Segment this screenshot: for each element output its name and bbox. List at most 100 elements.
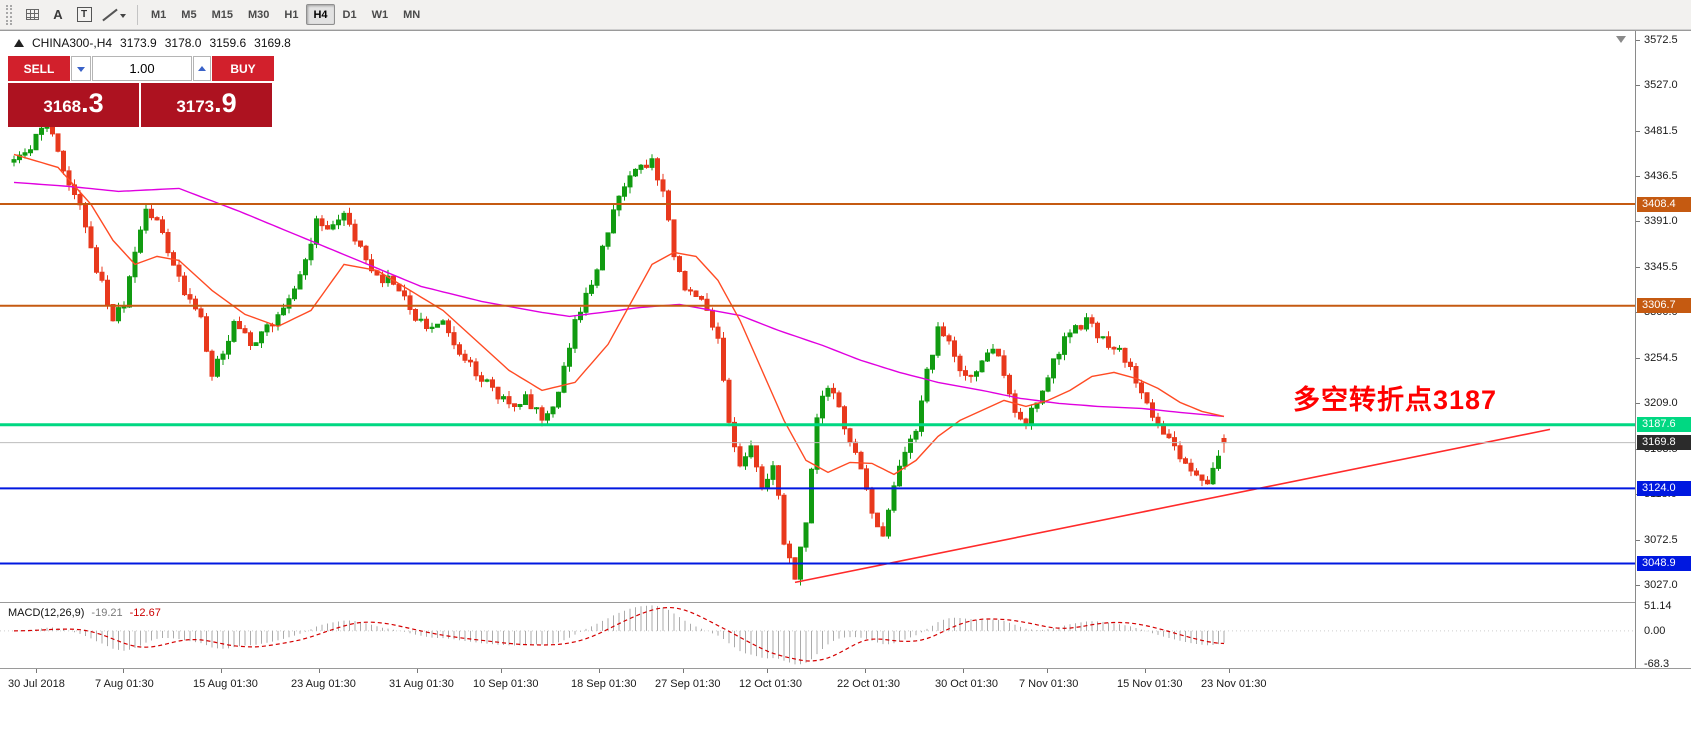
macd-histogram — [19, 605, 1225, 665]
draw-tools-button[interactable] — [97, 4, 131, 26]
price-tick-label: 3209.0 — [1644, 397, 1678, 410]
quote-open: 3173.9 — [120, 36, 157, 50]
toolbar-drag-handle[interactable] — [6, 4, 12, 25]
price-tick-label: 3572.5 — [1644, 33, 1678, 46]
price-tick-mark — [1636, 175, 1640, 177]
price-marker-3124.0: 3124.0 — [1637, 480, 1691, 496]
text-label-icon: T — [76, 7, 92, 22]
text-label-tool-button[interactable]: T — [71, 4, 97, 26]
chevron-down-icon — [77, 66, 85, 76]
sell-button[interactable]: SELL — [8, 56, 70, 81]
ma-magenta — [13, 181, 1225, 418]
price-tick-mark — [1636, 357, 1640, 359]
time-tick-mark — [599, 669, 600, 673]
price-marker-3187.6: 3187.6 — [1637, 417, 1691, 433]
volume-dropdown-button[interactable] — [71, 56, 91, 81]
macd-signal-line — [13, 606, 1225, 662]
price-tick-label: 3391.0 — [1644, 215, 1678, 228]
macd-axis-label: 51.14 — [1644, 599, 1672, 612]
timeframe-h4[interactable]: H4 — [306, 4, 335, 25]
timeframe-m15[interactable]: M15 — [211, 8, 233, 21]
timeframe-d1[interactable]: D1 — [342, 8, 357, 21]
time-label: 15 Aug 01:30 — [193, 678, 258, 690]
price-tick-mark — [1636, 130, 1640, 132]
price-tick-mark — [1636, 39, 1640, 41]
price-tick-label: 3436.5 — [1644, 169, 1678, 182]
volume-input[interactable] — [92, 56, 192, 81]
time-tick-mark — [36, 669, 37, 673]
time-tick-mark — [1229, 669, 1230, 673]
volume-increase-button[interactable] — [193, 56, 211, 81]
timeframe-w1[interactable]: W1 — [371, 8, 389, 21]
macd-indicator-label: MACD(12,26,9) -19.21 -12.67 — [8, 607, 161, 619]
timeframe-group: M1 M5 M15 M30 H1 H4 D1 W1 MN — [144, 4, 427, 25]
price-marker-3048.9: 3048.9 — [1637, 556, 1691, 571]
timeframe-m5[interactable]: M5 — [181, 8, 197, 21]
pane-separator[interactable] — [0, 602, 1691, 603]
timeframe-m30[interactable]: M30 — [247, 8, 270, 21]
axis-separator — [0, 668, 1691, 669]
ask-price-box[interactable]: 3173 .9 — [141, 83, 272, 127]
price-axis[interactable]: 3572.53527.03481.53436.53391.03345.53300… — [1635, 31, 1691, 671]
trade-prices-row: 3168 .3 3173 .9 — [8, 83, 274, 127]
quote-low: 3159.6 — [209, 36, 247, 50]
timeframe-h1[interactable]: H1 — [284, 8, 299, 21]
time-label: 30 Jul 2018 — [8, 678, 65, 690]
time-axis[interactable]: 30 Jul 2018 7 Aug 01:30 15 Aug 01:30 23 Aug… — [0, 669, 1691, 703]
annotation-text[interactable]: 多空转折点3187 — [1293, 385, 1498, 415]
time-label: 23 Aug 01:30 — [291, 678, 356, 690]
timeframe-m1[interactable]: M1 — [151, 8, 167, 21]
timeframe-mn[interactable]: MN — [403, 8, 421, 21]
chart-end-marker[interactable] — [1616, 36, 1626, 43]
chart-window: 3572.53527.03481.53436.53391.03345.53300… — [0, 30, 1691, 755]
grid-icon — [25, 9, 39, 20]
buy-button[interactable]: BUY — [212, 56, 274, 81]
price-tick-label: 3254.5 — [1644, 351, 1678, 364]
quote-header: CHINA300-,H4 3173.9 3178.0 3159.6 3169.8 — [14, 36, 291, 50]
price-tick-label: 3527.0 — [1644, 79, 1678, 92]
time-label: 23 Nov 01:30 — [1201, 678, 1267, 690]
time-label: 10 Sep 01:30 — [473, 678, 539, 690]
time-label: 30 Oct 01:30 — [935, 678, 998, 690]
toolbar-separator — [137, 4, 138, 25]
time-tick-mark — [123, 669, 124, 673]
price-tick-mark — [1636, 221, 1640, 223]
font-a-icon: A — [53, 7, 63, 22]
time-label: 15 Nov 01:30 — [1117, 678, 1183, 690]
time-tick-mark — [767, 669, 768, 673]
main-pane — [11, 120, 1551, 586]
time-tick-mark — [221, 669, 222, 673]
price-tick-label: 3481.5 — [1644, 124, 1678, 137]
one-click-trading-panel: SELL BUY 3168 .3 3173 .9 — [8, 56, 274, 127]
font-tool-button[interactable]: A — [45, 4, 71, 26]
chevron-down-icon — [119, 13, 126, 21]
macd-axis-label: -68.3 — [1644, 658, 1670, 671]
time-label: 18 Sep 01:30 — [571, 678, 637, 690]
time-label: 12 Oct 01:30 — [739, 678, 802, 690]
trendline[interactable] — [794, 428, 1551, 584]
time-tick-mark — [319, 669, 320, 673]
bid-price-frac: .3 — [81, 88, 104, 118]
chart-toolbar: A T M1 M5 M15 M30 H1 H4 D1 W1 MN — [0, 0, 1691, 30]
price-marker-3408.4: 3408.4 — [1637, 196, 1691, 212]
quote-high: 3178.0 — [164, 36, 202, 50]
time-label: 7 Nov 01:30 — [1019, 678, 1079, 690]
ask-price-main: 3173 — [176, 97, 215, 116]
price-tick-mark — [1636, 539, 1640, 541]
time-label: 22 Oct 01:30 — [837, 678, 900, 690]
price-tick-mark — [1636, 85, 1640, 87]
price-marker-3306.7: 3306.7 — [1637, 298, 1691, 314]
time-tick-mark — [1047, 669, 1048, 673]
price-tick-label: 3027.0 — [1644, 579, 1678, 592]
symbol-timeframe: CHINA300-,H4 — [32, 36, 113, 50]
tile-windows-button[interactable] — [19, 4, 45, 26]
time-tick-mark — [963, 669, 964, 673]
candle-wicks-up — [13, 123, 1219, 586]
time-label: 7 Aug 01:30 — [95, 678, 154, 690]
bid-price-box[interactable]: 3168 .3 — [8, 83, 139, 127]
trendline-tool-icon — [103, 8, 117, 22]
time-tick-mark — [683, 669, 684, 673]
chart-plot-area[interactable] — [0, 31, 1635, 668]
price-tick-label: 3072.5 — [1644, 533, 1678, 546]
